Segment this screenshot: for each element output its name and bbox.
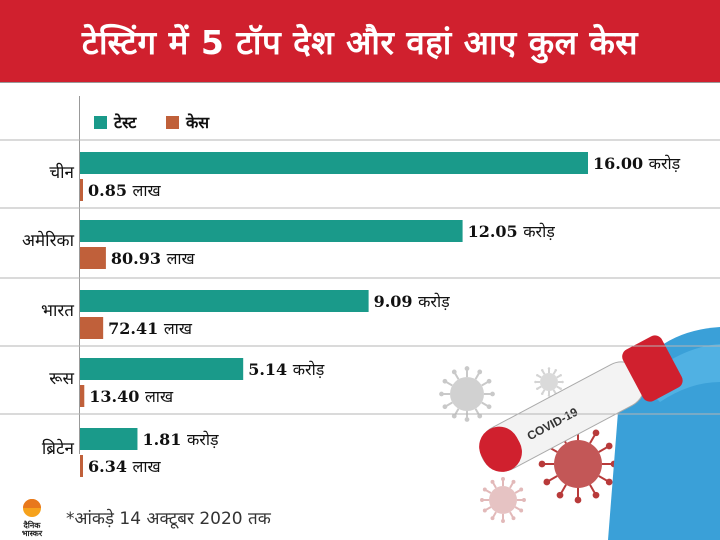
dainik-bhaskar-logo-icon: [23, 499, 41, 517]
bar-cases: [80, 179, 83, 201]
data-label-test: 9.09 करोड़: [374, 292, 451, 311]
bar-cases: [80, 385, 85, 407]
category-label: भारत: [41, 301, 74, 321]
category-label: चीन: [49, 162, 74, 183]
data-label-test: 1.81 करोड़: [142, 430, 219, 449]
bar-cases: [80, 247, 106, 269]
virus-gray-icon: [439, 366, 495, 422]
data-label-cases: 6.34 लाख: [88, 457, 162, 476]
category-label: रूस: [49, 369, 74, 389]
data-label-cases: 0.85 लाख: [88, 181, 162, 200]
category-label: अमेरिका: [22, 230, 75, 251]
data-label-test: 12.05 करोड़: [468, 222, 556, 241]
data-label-cases: 80.93 लाख: [111, 249, 196, 268]
chart-area: COVID-19 टेस्ट केस चीन 16.00 करोड़ 0.85 लाख अम…: [0, 82, 720, 540]
logo-line1: दैनिक: [23, 521, 41, 530]
bar-test: [80, 358, 244, 380]
page-title: टेस्टिंग में 5 टॉप देश और वहां आए कुल के…: [0, 0, 720, 82]
bar-test: [80, 152, 588, 174]
bar-chart: COVID-19 टेस्ट केस चीन 16.00 करोड़ 0.85 लाख अम…: [0, 82, 720, 540]
category-label: ब्रिटेन: [42, 438, 75, 459]
data-label-test: 16.00 करोड़: [593, 154, 681, 173]
data-label-cases: 13.40 लाख: [89, 387, 174, 406]
bar-test: [80, 290, 369, 312]
footnote: *आंकड़े 14 अक्टूबर 2020 तक: [66, 509, 271, 529]
data-label-cases: 72.41 लाख: [108, 319, 193, 338]
virus-small-gray-icon: [534, 367, 564, 397]
bar-test: [80, 220, 463, 242]
legend-swatch-cases: [166, 116, 179, 129]
title-text: टेस्टिंग में 5 टॉप देश और वहां आए कुल के…: [81, 22, 639, 62]
logo-line2: भास्कर: [21, 529, 43, 538]
legend-label-cases: केस: [185, 113, 210, 132]
legend-swatch-test: [94, 116, 107, 129]
data-label-test: 5.14 करोड़: [248, 360, 325, 379]
legend-label-test: टेस्ट: [113, 113, 137, 132]
test-tube-icon: COVID-19: [479, 335, 683, 472]
bar-cases: [80, 455, 83, 477]
logo-text: दैनिक भास्कर: [10, 522, 54, 538]
virus-pink-icon: [480, 477, 526, 523]
bar-cases: [80, 317, 104, 339]
bar-test: [80, 428, 138, 450]
